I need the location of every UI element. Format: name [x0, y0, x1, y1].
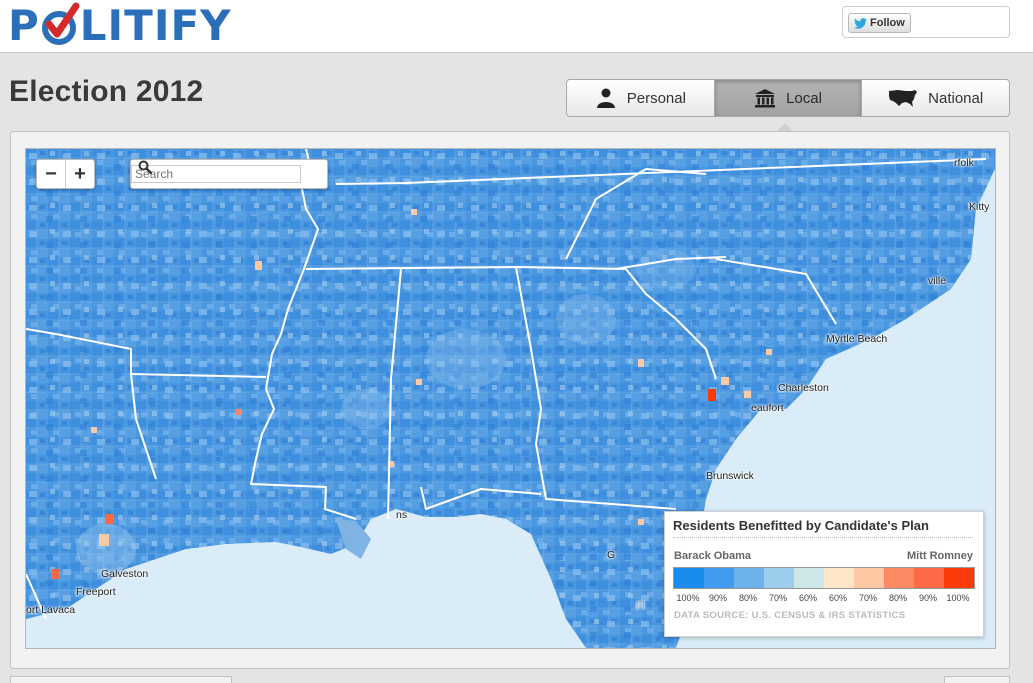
- city-label-beaufort: eaufort: [751, 402, 784, 414]
- page-title: Election 2012: [9, 75, 204, 108]
- logo-letter-p: P: [8, 0, 40, 50]
- checkmark-o-icon: [41, 2, 80, 45]
- city-label-myrtle-beach: Myrtle Beach: [826, 333, 888, 345]
- logo-letters-litify: LITIFY: [79, 0, 232, 50]
- zoom-out-button[interactable]: −: [37, 160, 66, 188]
- city-label-ns: ns: [396, 509, 408, 521]
- tab-personal-label: Personal: [626, 89, 686, 107]
- bottom-panel-edge: [10, 676, 232, 683]
- scale-label: 70%: [768, 593, 787, 603]
- zoom-controls: − +: [36, 159, 95, 189]
- city-label-ville: ville: [928, 275, 947, 287]
- top-bar: P LITIFY Follow: [0, 0, 1033, 53]
- map-legend: Residents Benefitted by Candidate's Plan…: [664, 511, 984, 637]
- scale-label: 80%: [888, 593, 907, 603]
- legend-right-candidate: Mitt Romney: [907, 550, 973, 562]
- scale-label: 80%: [738, 593, 757, 603]
- map-search: [130, 159, 328, 189]
- city-label-charleston: Charleston: [778, 382, 829, 394]
- city-label-kitty: Kitty: [969, 201, 990, 213]
- scale-label: 90%: [708, 593, 727, 603]
- zoom-in-button[interactable]: +: [74, 162, 86, 185]
- legend-swatch: [884, 568, 914, 588]
- legend-swatch: [854, 568, 884, 588]
- tab-personal[interactable]: Personal: [567, 80, 715, 116]
- scale-label: 60%: [798, 593, 817, 603]
- city-label-port-lavaca: ort Lavaca: [26, 604, 76, 616]
- scale-label: 70%: [858, 593, 877, 603]
- legend-swatch: [734, 568, 764, 588]
- twitter-bird-icon: [854, 17, 867, 29]
- scale-label: 60%: [828, 593, 847, 603]
- state-borders: [26, 149, 987, 620]
- politify-logo[interactable]: P LITIFY: [8, 0, 232, 50]
- city-label-galveston: Galveston: [101, 568, 149, 580]
- legend-swatch: [674, 568, 704, 588]
- tab-national[interactable]: National: [862, 80, 1009, 116]
- legend-swatch: [914, 568, 944, 588]
- search-icon: [138, 160, 152, 174]
- follow-label: Follow: [870, 17, 905, 29]
- bottom-panel-edge-right: [944, 676, 1010, 683]
- city-label-g: G: [607, 549, 616, 561]
- twitter-follow-button[interactable]: Follow: [848, 13, 911, 33]
- legend-swatch: [764, 568, 794, 588]
- city-label-norfolk: rfolk: [954, 157, 974, 169]
- building-icon: [755, 89, 776, 108]
- legend-color-scale: [673, 567, 975, 589]
- city-label-freeport: Freeport: [76, 586, 116, 598]
- scale-label: 90%: [918, 593, 937, 603]
- tab-local-label: Local: [786, 89, 822, 107]
- person-icon: [596, 88, 615, 108]
- usa-map-icon: [889, 90, 918, 107]
- legend-swatch: [824, 568, 854, 588]
- twitter-widget: Follow: [842, 6, 1010, 38]
- scale-label: 100%: [676, 593, 700, 603]
- legend-title: Residents Benefitted by Candidate's Plan: [673, 518, 973, 538]
- tab-national-label: National: [928, 89, 984, 107]
- tab-local[interactable]: Local: [714, 80, 863, 116]
- active-tab-pointer: [776, 123, 794, 132]
- city-label-brunswick: Brunswick: [706, 470, 754, 482]
- scale-label: 100%: [946, 593, 970, 603]
- legend-data-source: DATA SOURCE: U.S. CENSUS & IRS STATISTIC…: [674, 610, 906, 621]
- legend-swatch: [944, 568, 974, 588]
- legend-scale-labels: 100% 90% 80% 70% 60% 60% 70% 80% 90% 100…: [673, 593, 973, 603]
- city-label-fl: Fl: [636, 600, 645, 612]
- search-input[interactable]: [131, 165, 301, 183]
- legend-left-candidate: Barack Obama: [674, 550, 752, 562]
- legend-swatch: [704, 568, 734, 588]
- view-tabs: Personal Local National: [566, 79, 1010, 117]
- legend-swatch: [794, 568, 824, 588]
